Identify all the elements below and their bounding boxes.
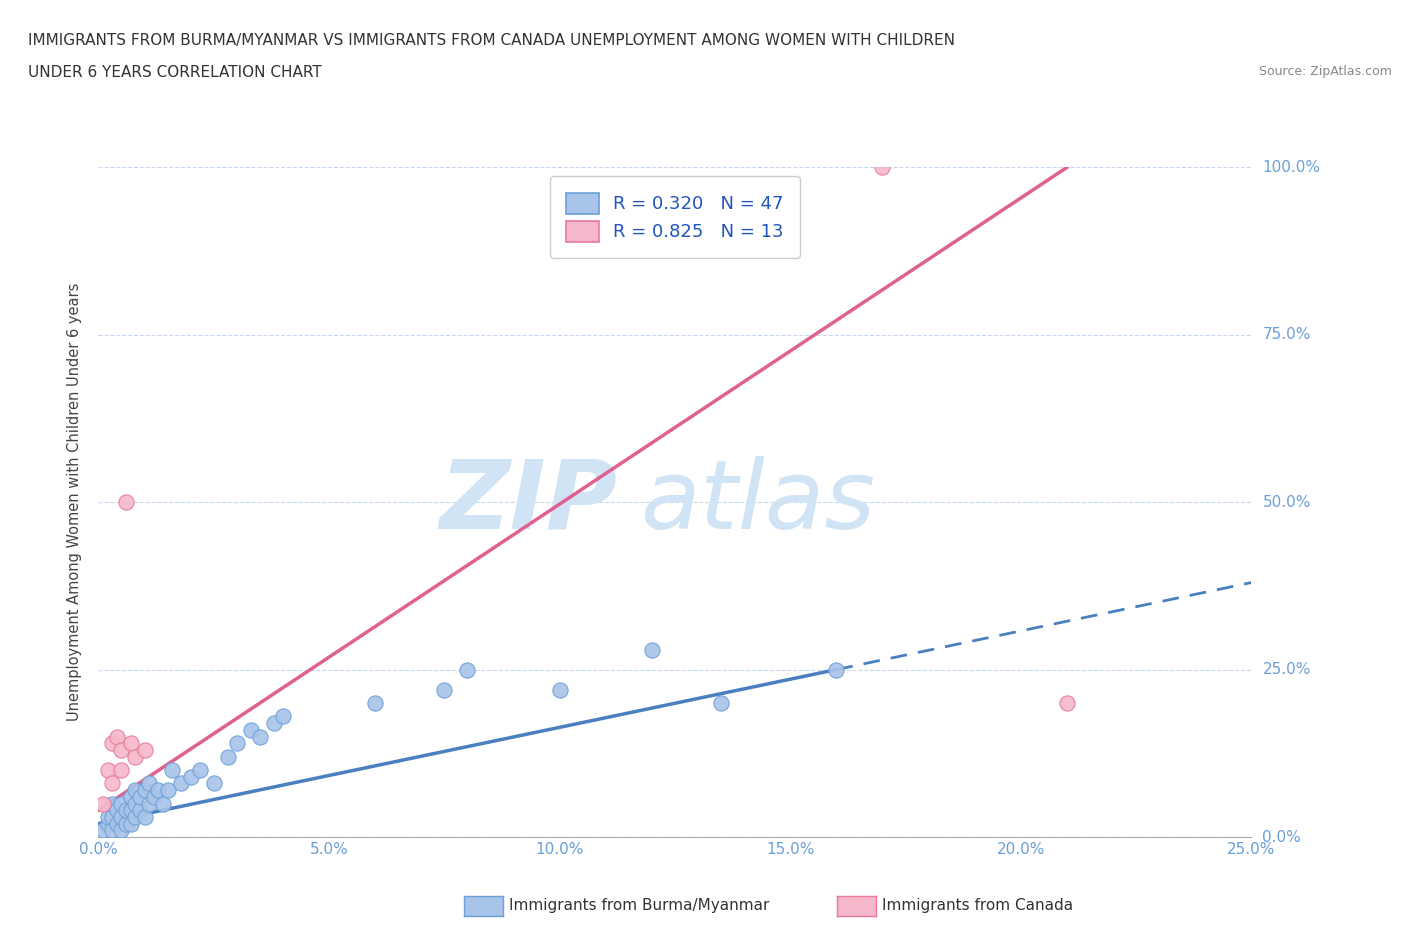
Point bbox=[641, 642, 664, 657]
Point bbox=[101, 823, 124, 838]
Text: ZIP: ZIP bbox=[439, 456, 617, 549]
Point bbox=[217, 750, 239, 764]
Point bbox=[825, 662, 848, 677]
Text: Source: ZipAtlas.com: Source: ZipAtlas.com bbox=[1258, 65, 1392, 78]
Point bbox=[91, 796, 114, 811]
Point bbox=[170, 776, 193, 790]
Point bbox=[120, 803, 142, 817]
Point bbox=[110, 809, 132, 824]
Text: atlas: atlas bbox=[640, 456, 876, 549]
Point bbox=[134, 783, 156, 798]
Point bbox=[110, 823, 132, 838]
Point bbox=[364, 696, 387, 711]
Point bbox=[148, 783, 170, 798]
Text: 25.0%: 25.0% bbox=[1263, 662, 1310, 677]
Point bbox=[110, 796, 132, 811]
Point bbox=[872, 160, 894, 175]
Point bbox=[225, 736, 247, 751]
Point bbox=[1056, 696, 1078, 711]
Point bbox=[202, 776, 225, 790]
Point bbox=[120, 736, 142, 751]
Text: IMMIGRANTS FROM BURMA/MYANMAR VS IMMIGRANTS FROM CANADA UNEMPLOYMENT AMONG WOMEN: IMMIGRANTS FROM BURMA/MYANMAR VS IMMIGRA… bbox=[28, 33, 955, 47]
Point bbox=[156, 783, 179, 798]
Point bbox=[115, 817, 138, 831]
Text: 50.0%: 50.0% bbox=[1263, 495, 1310, 510]
Point bbox=[249, 729, 271, 744]
Point bbox=[105, 817, 128, 831]
Text: 100.0%: 100.0% bbox=[1263, 160, 1320, 175]
Point bbox=[105, 803, 128, 817]
Point bbox=[138, 796, 160, 811]
Point bbox=[115, 803, 138, 817]
Point bbox=[129, 790, 152, 804]
Point bbox=[271, 709, 294, 724]
Legend: R = 0.320   N = 47, R = 0.825   N = 13: R = 0.320 N = 47, R = 0.825 N = 13 bbox=[550, 177, 800, 258]
Text: Immigrants from Burma/Myanmar: Immigrants from Burma/Myanmar bbox=[509, 898, 769, 913]
Point bbox=[239, 723, 262, 737]
Point bbox=[97, 763, 120, 777]
Point bbox=[180, 769, 202, 784]
Point bbox=[152, 796, 174, 811]
Point bbox=[263, 716, 285, 731]
Point bbox=[115, 495, 138, 510]
Point bbox=[97, 817, 120, 831]
Point bbox=[138, 776, 160, 790]
Text: Immigrants from Canada: Immigrants from Canada bbox=[882, 898, 1073, 913]
Point bbox=[97, 809, 120, 824]
Point bbox=[101, 776, 124, 790]
Text: UNDER 6 YEARS CORRELATION CHART: UNDER 6 YEARS CORRELATION CHART bbox=[28, 65, 322, 80]
Point bbox=[188, 763, 211, 777]
Text: 0.0%: 0.0% bbox=[1263, 830, 1301, 844]
Y-axis label: Unemployment Among Women with Children Under 6 years: Unemployment Among Women with Children U… bbox=[67, 283, 83, 722]
Point bbox=[710, 696, 733, 711]
Point bbox=[110, 742, 132, 757]
Point bbox=[120, 790, 142, 804]
Point bbox=[160, 763, 183, 777]
Point bbox=[124, 783, 146, 798]
Point bbox=[101, 796, 124, 811]
Point bbox=[124, 796, 146, 811]
Point bbox=[105, 729, 128, 744]
Point bbox=[124, 809, 146, 824]
Point bbox=[91, 823, 114, 838]
Point bbox=[433, 683, 456, 698]
Point bbox=[129, 803, 152, 817]
Point bbox=[124, 750, 146, 764]
Point bbox=[456, 662, 478, 677]
Point bbox=[134, 809, 156, 824]
Point bbox=[110, 763, 132, 777]
Text: 75.0%: 75.0% bbox=[1263, 327, 1310, 342]
Point bbox=[142, 790, 165, 804]
Point bbox=[134, 742, 156, 757]
Point bbox=[101, 736, 124, 751]
Point bbox=[101, 809, 124, 824]
Point bbox=[548, 683, 571, 698]
Point bbox=[120, 817, 142, 831]
